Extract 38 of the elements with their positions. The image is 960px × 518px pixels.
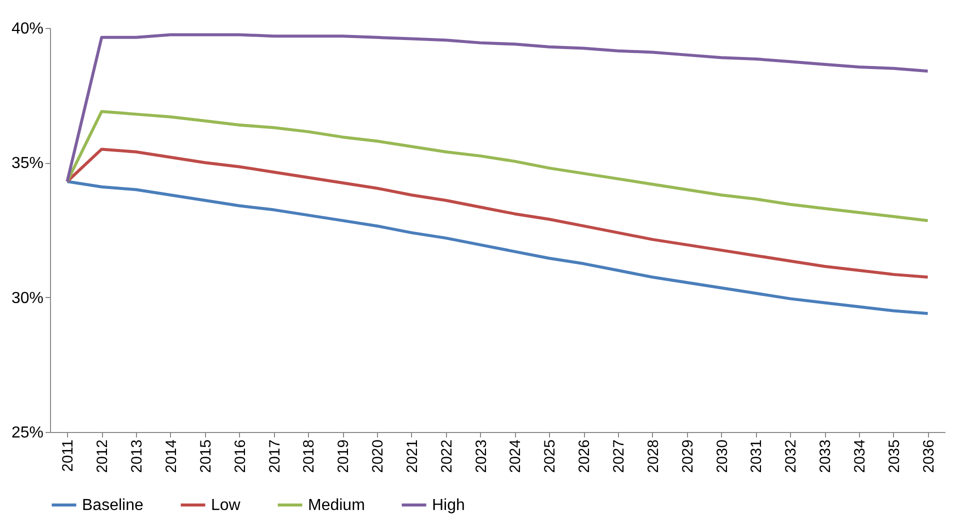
x-tick-label: 2022 [438, 440, 456, 473]
x-tick-label: 2028 [644, 440, 662, 473]
line-series [66, 180, 930, 315]
line-series [66, 148, 930, 279]
x-tick-label: 2025 [542, 440, 559, 473]
x-tick-label: 2026 [576, 440, 594, 473]
x-tick-label: 2033 [817, 440, 834, 473]
x-tick-label: 2016 [232, 440, 249, 473]
x-tick-label: 2035 [886, 440, 903, 473]
x-tick-label: 2034 [851, 440, 868, 473]
x-tick-label: 2012 [94, 440, 112, 473]
x-tick-label: 2013 [128, 440, 146, 473]
legend-label: Medium [308, 497, 365, 514]
x-tick-label: 2011 [60, 440, 77, 472]
x-tick-label: 2021 [404, 440, 421, 473]
y-tick-label: 35% [11, 155, 44, 172]
line-series [66, 110, 930, 222]
legend-label: Low [211, 497, 241, 514]
y-tick-label: 40% [11, 20, 44, 38]
x-tick-label: 2027 [610, 440, 628, 473]
x-tick-label: 2032 [782, 440, 800, 473]
x-tick-label: 2024 [507, 440, 524, 473]
x-tick-label: 2036 [920, 440, 938, 473]
x-tick-label: 2023 [472, 440, 490, 473]
x-tick-label: 2019 [335, 440, 352, 473]
x-tick-label: 2017 [266, 440, 284, 473]
x-tick-label: 2015 [197, 440, 214, 473]
x-tick-label: 2031 [748, 440, 766, 473]
y-tick-label: 30% [11, 290, 44, 307]
x-tick-label: 2020 [370, 440, 387, 473]
x-tick-label: 2029 [679, 440, 696, 473]
x-tick-label: 2018 [300, 440, 318, 473]
x-tick-label: 2030 [714, 440, 731, 473]
line-series [66, 33, 930, 184]
legend-label: Baseline [82, 497, 144, 514]
x-tick-label: 2014 [162, 440, 180, 473]
y-tick-label: 25% [11, 424, 44, 442]
legend-label: High [432, 497, 465, 514]
